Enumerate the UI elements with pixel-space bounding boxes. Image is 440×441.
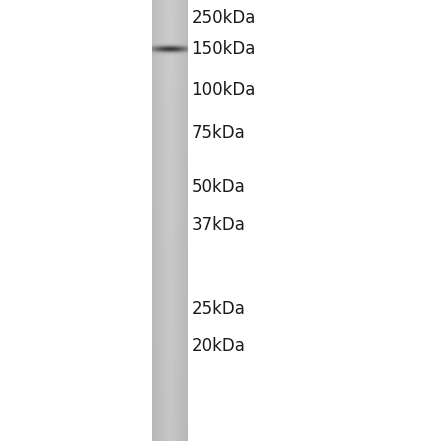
Text: 20kDa: 20kDa xyxy=(191,337,245,355)
Text: 250kDa: 250kDa xyxy=(191,9,256,26)
Text: 50kDa: 50kDa xyxy=(191,179,245,196)
Text: 75kDa: 75kDa xyxy=(191,124,245,142)
Text: 25kDa: 25kDa xyxy=(191,300,245,318)
Text: 37kDa: 37kDa xyxy=(191,216,245,234)
Text: 100kDa: 100kDa xyxy=(191,82,256,99)
Text: 150kDa: 150kDa xyxy=(191,41,256,58)
